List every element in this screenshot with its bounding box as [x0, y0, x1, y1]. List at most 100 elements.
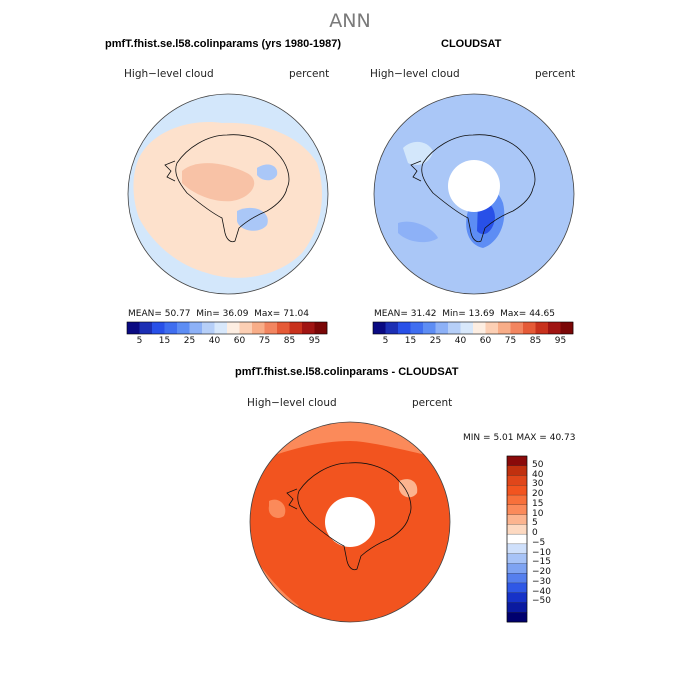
panel2-colorbar-swatch [510, 322, 524, 334]
panel3-colorbar [506, 455, 528, 623]
panel1-stats: MEAN= 50.77 Min= 36.09 Max= 71.04 [128, 309, 309, 319]
panel2-max-value: 44.65 [529, 309, 555, 319]
panel2-colorbar-tick-label: 40 [454, 336, 467, 346]
panel3-colorbar-tick-label: 15 [532, 498, 544, 509]
panel1-colorbar-tick-label: 15 [158, 336, 171, 346]
panel2-colorbar-swatch [460, 322, 474, 334]
panel2-peninsula [410, 160, 422, 182]
panel2-colorbar-swatch [423, 322, 436, 334]
panel3-variable-label: High−level cloud [247, 397, 337, 409]
panel1-colorbar-tick-label: 40 [208, 336, 221, 346]
panel2-colorbar-swatch [410, 322, 424, 334]
panel3-colorbar-swatch [506, 602, 528, 613]
panel3-max-label: MAX = [516, 433, 547, 443]
panel2-units-label: percent [535, 68, 576, 80]
panel2-colorbar-swatch [398, 322, 411, 334]
panel1-colorbar-swatch [252, 322, 265, 334]
panel1-colorbar-swatch [127, 322, 140, 334]
panel2-colorbar-swatch [435, 322, 449, 334]
panel1-mean-label: MEAN= [128, 309, 162, 319]
panel1-max-label: Max= [254, 309, 281, 319]
panel1-colorbar-tick-label: 5 [136, 336, 143, 346]
panel3-colorbar-tick-label: −10 [532, 547, 551, 558]
panel1-colorbar-swatch [314, 322, 328, 334]
panel3-colorbar-swatch [506, 475, 528, 486]
panel2-colorbar-swatch [385, 322, 399, 334]
panel1-colorbar-swatch [177, 322, 190, 334]
panel2-max-label: Max= [500, 309, 527, 319]
panel3-polar-map [249, 421, 451, 623]
panel1-colorbar-swatch [302, 322, 315, 334]
panel3-colorbar-swatch [506, 465, 528, 476]
panel3-coastline [297, 462, 412, 571]
panel1-colorbar-swatch [189, 322, 203, 334]
panel3-colorbar-swatch [506, 524, 528, 535]
panel3-colorbar-swatch [506, 504, 528, 516]
panel3-colorbar-swatch [506, 494, 528, 506]
panel1-colorbar-swatch [264, 322, 278, 334]
panel1-colorbar-swatch [152, 322, 165, 334]
panel2-mean-label: MEAN= [374, 309, 408, 319]
panel2-map-border [373, 93, 575, 295]
panel2-colorbar-swatch [523, 322, 536, 334]
panel1-peninsula [164, 160, 176, 182]
panel3-units-label: percent [412, 397, 453, 409]
panel3-colorbar-swatch [506, 582, 528, 594]
panel2-mean-value: 31.42 [410, 309, 437, 319]
panel2-colorbar-tick-label: 85 [529, 336, 542, 346]
panel2-min-label: Min= [442, 309, 466, 319]
panel3-colorbar-swatch [506, 592, 528, 603]
panel1-variable-label: High−level cloud [124, 68, 214, 80]
panel3-colorbar-tick-label: −40 [532, 586, 551, 597]
panel1-colorbar-swatch [277, 322, 290, 334]
panel2-title: CLOUDSAT [441, 38, 502, 50]
panel3-colorbar-tick-label: 40 [532, 469, 544, 480]
panel1-min-value: 36.09 [222, 309, 249, 319]
panel3-colorbar-swatch [506, 573, 528, 584]
panel1-title: pmfT.fhist.se.l58.colinparams (yrs 1980-… [105, 38, 341, 50]
panel1-colorbar-tick-label: 95 [308, 336, 321, 346]
panel1-max-value: 71.04 [283, 309, 309, 319]
panel3-colorbar-swatch [506, 553, 528, 564]
panel2-colorbar-swatch [485, 322, 499, 334]
panel3-pole-hole [325, 497, 375, 547]
panel1-colorbar-swatch [214, 322, 228, 334]
panel2-colorbar-border [372, 321, 574, 335]
panel1-colorbar-swatch [289, 322, 303, 334]
panel1-colorbar-swatch [164, 322, 178, 334]
panel1-units-label: percent [289, 68, 330, 80]
panel3-light-patch [268, 499, 286, 518]
panel3-min-label: MIN = [463, 433, 491, 443]
panel1-colorbar-tick-label: 75 [258, 336, 271, 346]
panel3-min-value: 5.01 [493, 433, 514, 443]
panel2-colorbar-tick-label: 25 [429, 336, 442, 346]
panel1-colorbar-border [126, 321, 328, 335]
panel3-colorbar-border [506, 455, 528, 623]
panel2-polar-map [373, 93, 575, 295]
panel1-colorbar-tick-label: 25 [183, 336, 196, 346]
panel3-colorbar-tick-label: 50 [532, 459, 544, 470]
panel2-variable-label: High−level cloud [370, 68, 460, 80]
panel3-peninsula [286, 488, 298, 510]
panel2-colorbar-swatch [548, 322, 561, 334]
panel1-polar-map [127, 93, 329, 295]
panel3-colorbar-swatch [506, 543, 528, 555]
panel3-colorbar-swatch [506, 485, 528, 496]
panel2-patch-3 [398, 221, 438, 243]
main-title: ANN [329, 10, 371, 32]
panel1-colorbar-swatch [227, 322, 240, 334]
panel2-pole-hole [448, 160, 500, 212]
panel2-colorbar-tick-label: 95 [554, 336, 567, 346]
panel2-colorbar-swatch [373, 322, 386, 334]
panel3-colorbar-tick-label: −30 [532, 576, 551, 587]
panel1-mean-value: 50.77 [164, 309, 191, 319]
panel2-colorbar [372, 321, 574, 335]
panel3-colorbar-tick-label: 5 [532, 518, 538, 529]
panel1-min-label: Min= [196, 309, 220, 319]
panel2-colorbar-tick-label: 15 [404, 336, 417, 346]
panel3-max-value: 40.73 [549, 433, 576, 443]
panel2-colorbar-swatch [473, 322, 486, 334]
panel1-blue-patch [257, 164, 278, 181]
panel1-colorbar-swatch [202, 322, 215, 334]
panel1-colorbar-swatch [139, 322, 153, 334]
